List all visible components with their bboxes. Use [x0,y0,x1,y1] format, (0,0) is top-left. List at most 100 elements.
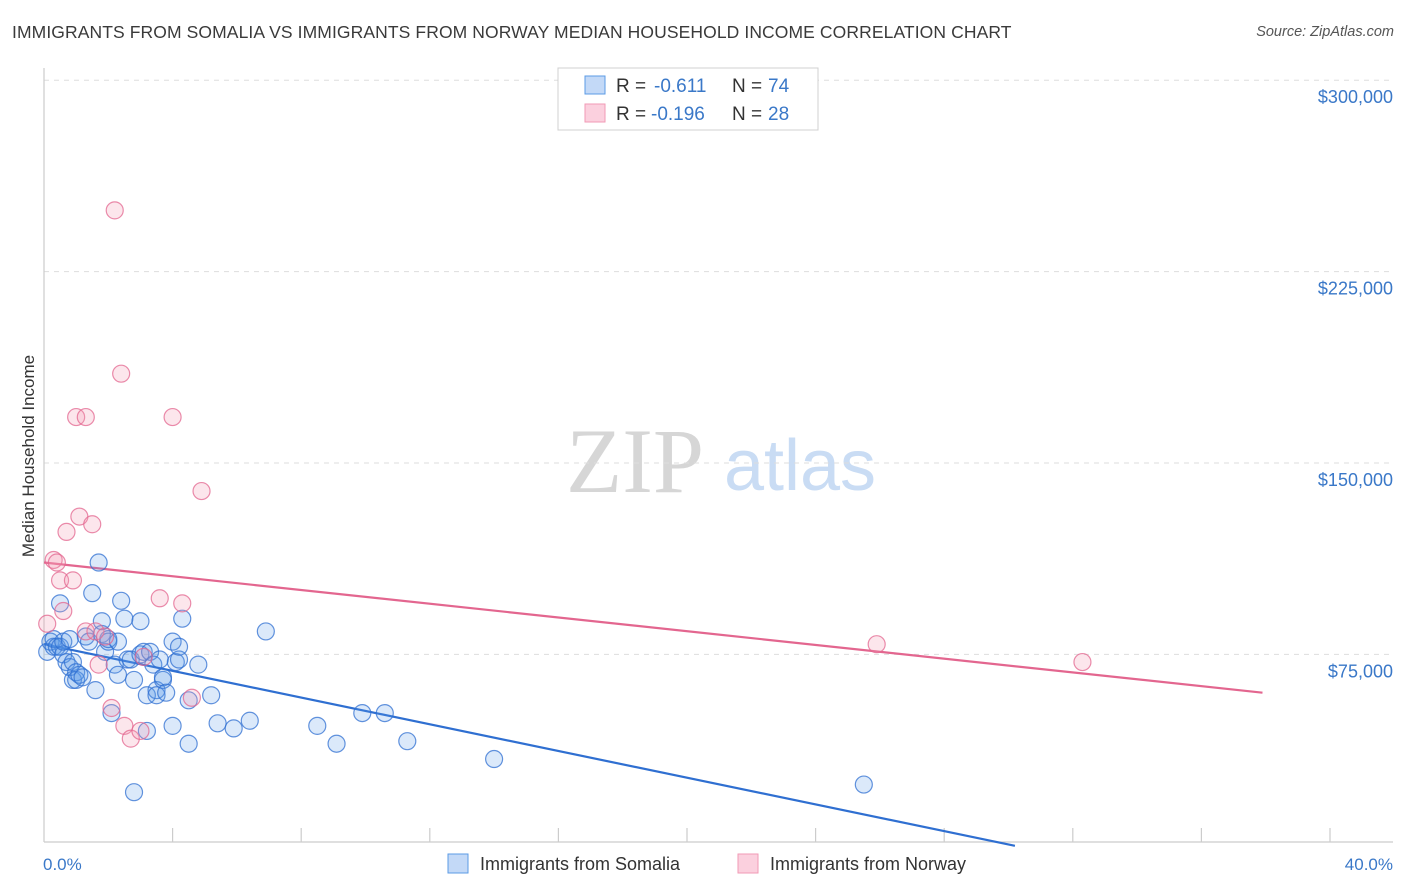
norway-point [76,622,95,641]
norway-point [105,201,124,220]
norway-point [102,698,121,718]
somalia-point [202,686,221,705]
watermark-atlas: atlas [724,426,876,506]
somalia-point [854,775,873,794]
norway-point [131,721,150,741]
chart-title: IMMIGRANTS FROM SOMALIA VS IMMIGRANTS FR… [12,22,1012,42]
legend-swatch-somalia [447,853,469,874]
norway-point [867,635,886,654]
somalia-point [163,716,182,735]
somalia-point [137,721,156,741]
watermark-zip: ZIP [566,410,704,512]
norway-point [192,481,211,501]
somalia-point [327,734,346,753]
somalia-point [353,703,372,723]
somalia-point [189,655,208,674]
somalia-point [166,652,185,672]
somalia-point [86,681,105,700]
somalia-point [179,691,198,710]
stats-legend-swatch-somalia [584,75,606,95]
somalia-point [73,668,92,687]
norway-point [95,627,115,646]
stats-n-value-norway: 28 [768,104,789,125]
axes: $75,000 $150,000 $225,000 $300,000 [43,68,1393,843]
somalia-point [150,650,169,669]
somalia-point [173,609,192,628]
stats-n-label-somalia: N = [732,76,762,97]
somalia-trend-line [43,643,1016,847]
norway-point [67,407,86,427]
somalia-point [308,716,327,735]
source-label: Source: ZipAtlas.com [1256,24,1394,40]
somalia-point [485,749,504,769]
trend-lines [43,561,1263,847]
stats-r-value-somalia: -0.611 [654,76,706,97]
somalia-point [375,703,394,723]
x-tick-label-min: 0.0% [43,855,82,874]
norway-point [50,571,70,590]
somalia-point [157,683,176,702]
somalia-point [83,584,102,603]
somalia-point [70,665,89,684]
somalia-point [208,714,227,733]
somalia-point [115,609,134,628]
norway-point [44,550,63,570]
y-tick-label: $150,000 [1318,470,1393,490]
data-points [38,201,1092,802]
somalia-point [137,686,156,705]
norway-point [150,589,169,608]
somalia-point [224,719,243,738]
y-axis-label: Median Household Income [19,355,38,557]
somalia-point [108,665,128,684]
stats-legend: R = -0.611 N = 74 R = -0.196 N = 28 [557,67,819,131]
norway-point [173,594,192,613]
somalia-point [60,629,79,649]
norway-point [121,729,140,748]
legend-swatch-norway [737,853,759,874]
norway-point [38,614,57,633]
somalia-point [153,668,173,687]
norway-point [112,364,131,383]
somalia-point [169,650,189,669]
norway-point [63,571,83,590]
norway-point [47,553,66,572]
somalia-point [112,591,131,610]
norway-point [57,522,76,542]
legend-label-somalia: Immigrants from Somalia [480,854,681,874]
norway-point [86,622,105,641]
norway-point [134,647,153,667]
somalia-point [92,612,111,631]
somalia-point [102,703,121,723]
somalia-point [89,553,108,572]
norway-trend-line [43,561,1263,694]
legend-label-norway: Immigrants from Norway [770,854,966,874]
y-tick-label: $225,000 [1318,279,1393,299]
norway-point [76,407,95,427]
norway-point [163,407,182,427]
somalia-point [256,622,275,641]
somalia-point [398,732,417,751]
somalia-point [169,637,189,656]
norway-point [182,688,201,707]
somalia-point [131,612,150,631]
stats-r-value-norway: -0.196 [651,104,705,125]
x-tick-label-max: 40.0% [1345,855,1393,874]
somalia-point [124,783,144,802]
grid-lines [44,79,1393,655]
y-tick-label: $300,000 [1318,87,1393,107]
norway-point [1073,652,1092,672]
somalia-point [134,642,153,661]
norway-point [89,655,108,674]
stats-n-value-somalia: 74 [768,76,790,97]
somalia-point [240,711,259,730]
stats-n-label-norway: N = [732,104,762,125]
stats-r-label-somalia: R = [616,76,646,97]
series-legend: Immigrants from Somalia Immigrants from … [447,853,966,874]
stats-legend-swatch-norway [584,103,606,123]
somalia-point [124,670,144,690]
y-tick-label: $75,000 [1328,661,1393,681]
somalia-point [179,734,198,753]
stats-r-label-norway: R = [616,104,646,125]
